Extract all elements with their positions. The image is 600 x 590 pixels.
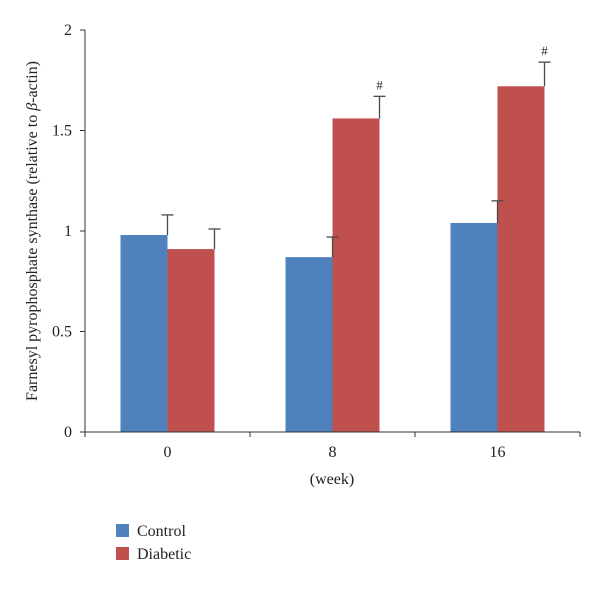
bar-control-0 <box>120 235 168 432</box>
error-bars <box>161 61 551 258</box>
y-axis-ticks: 0 0.5 1 1.5 2 <box>52 22 85 441</box>
bars <box>120 86 545 432</box>
bar-diabetic-8 <box>332 118 380 432</box>
bar-diabetic-0 <box>167 249 215 432</box>
y-tick-label: 1.5 <box>52 123 72 140</box>
legend: Control Diabetic <box>116 523 191 563</box>
y-tick-label: 2 <box>64 22 72 39</box>
bar-diabetic-16 <box>497 86 545 432</box>
y-tick-label: 0 <box>64 424 72 441</box>
legend-swatch-diabetic <box>116 547 129 560</box>
bar-control-8 <box>285 257 333 432</box>
x-axis-ticks: 0 8 16 <box>84 432 581 461</box>
significance-marker: # <box>376 77 383 92</box>
y-axis-title: Farnesyl pyrophosphate synthase (relativ… <box>24 61 41 401</box>
x-tick-label: 0 <box>164 444 172 461</box>
legend-label-control: Control <box>137 523 186 540</box>
annotations: ## <box>376 43 548 92</box>
bar-control-16 <box>450 222 498 432</box>
y-tick-label: 0.5 <box>52 324 72 341</box>
x-axis-title: (week) <box>310 471 354 488</box>
y-tick-label: 1 <box>64 223 72 240</box>
legend-label-diabetic: Diabetic <box>137 546 191 563</box>
x-tick-label: 8 <box>329 444 337 461</box>
significance-marker: # <box>541 43 548 58</box>
legend-swatch-control <box>116 524 129 537</box>
x-tick-label: 16 <box>490 444 506 461</box>
